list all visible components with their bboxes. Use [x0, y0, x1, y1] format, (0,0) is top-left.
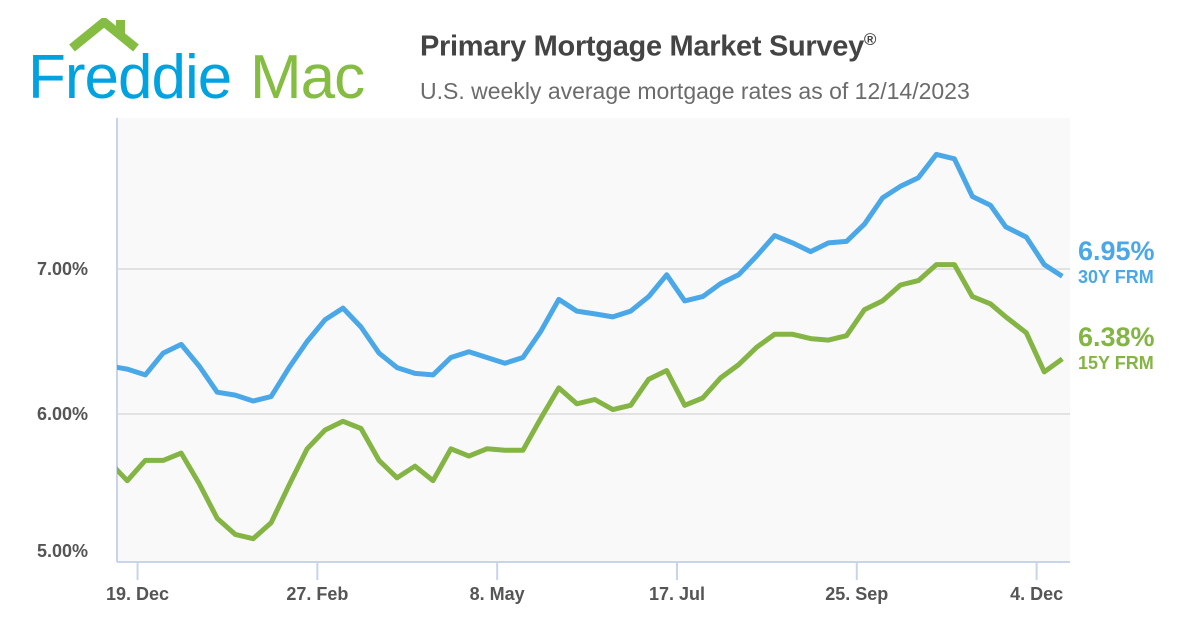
y-tick-label: 7.00% [37, 259, 88, 279]
label-30y-value: 6.95% [1078, 236, 1155, 266]
label-15y: 6.38% 15Y FRM [1078, 322, 1155, 374]
chart-title: Primary Mortgage Market Survey® [420, 30, 876, 64]
series-line-30y [117, 151, 1064, 404]
x-tick-label: 8. May [470, 584, 525, 604]
registered-mark: ® [863, 30, 877, 49]
logo-text-mac: Mac [250, 43, 364, 108]
logo-text-freddie: Freddie [28, 43, 231, 108]
x-tick-label: 25. Sep [825, 584, 888, 604]
house-chimney-icon [116, 20, 125, 36]
y-tick-label: 5.00% [37, 541, 88, 561]
label-15y-value: 6.38% [1078, 322, 1155, 352]
label-30y: 6.95% 30Y FRM [1078, 236, 1155, 288]
series-line-15y [117, 262, 1064, 542]
label-15y-name: 15Y FRM [1078, 353, 1154, 373]
x-tick-label: 17. Jul [649, 584, 705, 604]
x-tick-label: 19. Dec [106, 584, 169, 604]
chart-title-text: Primary Mortgage Market Survey [420, 30, 864, 63]
plot-area [117, 118, 1070, 562]
house-roof-icon [69, 16, 139, 52]
y-tick-label: 6.00% [37, 404, 88, 424]
label-30y-name: 30Y FRM [1078, 267, 1154, 287]
freddie-mac-logo: Freddie Mac [28, 16, 378, 112]
logo-graphic: Freddie Mac [28, 16, 365, 112]
x-tick-label: 27. Feb [286, 584, 348, 604]
x-tick-label: 4. Dec [1010, 584, 1063, 604]
chart-subtitle: U.S. weekly average mortgage rates as of… [420, 78, 970, 104]
